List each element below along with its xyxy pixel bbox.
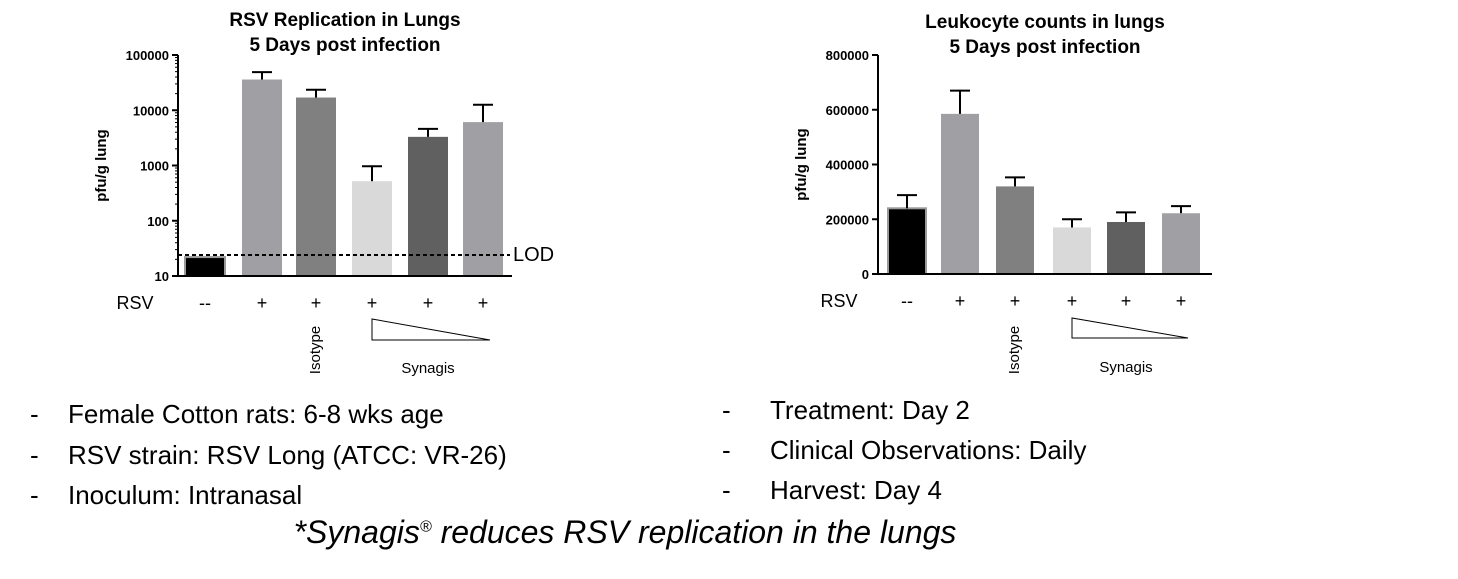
- y-axis-label: pfu/g lung: [93, 129, 110, 201]
- lod-label: LOD: [513, 244, 554, 266]
- y-tick-label: 1000: [140, 159, 169, 174]
- bar: [296, 97, 336, 276]
- bullet-dash: -: [30, 440, 39, 470]
- bullet-text: Treatment: Day 2: [770, 395, 970, 425]
- bullet-text: Clinical Observations: Daily: [770, 435, 1087, 465]
- chart-title-line: RSV Replication in Lungs: [229, 10, 460, 31]
- footnote-text-rest: reduces RSV replication in the lungs: [431, 514, 957, 550]
- rsv-category-label: --: [901, 291, 913, 311]
- rsv-category-label: --: [199, 293, 211, 313]
- dose-wedge-icon: [371, 318, 491, 341]
- rsv-row-label: RSV: [820, 291, 857, 311]
- bullet-dash: -: [722, 475, 731, 505]
- bar: [242, 79, 282, 277]
- bar: [408, 136, 448, 276]
- rsv-category-label: +: [1067, 291, 1078, 311]
- isotype-label: Isotype: [1006, 326, 1023, 374]
- chart-title-line: 5 Days post infection: [249, 35, 440, 56]
- rsv-category-label: +: [1121, 291, 1132, 311]
- synagis-label: Synagis: [401, 360, 454, 377]
- bullet-text: Inoculum: Intranasal: [68, 480, 303, 510]
- bar: [352, 181, 392, 276]
- y-tick-label: 10000: [133, 103, 169, 118]
- rsv-row-label: RSV: [116, 293, 153, 313]
- y-tick-label: 0: [862, 267, 869, 282]
- footnote-text: *Synagis: [293, 514, 420, 550]
- bullet-text: Harvest: Day 4: [770, 475, 942, 505]
- registered-mark: ®: [419, 518, 432, 536]
- y-tick-label: 10: [155, 269, 169, 284]
- dose-wedge-icon: [1071, 317, 1189, 339]
- bar: [887, 207, 927, 275]
- rsv-category-label: +: [478, 293, 489, 313]
- rsv-category-label: +: [1176, 291, 1187, 311]
- y-tick-label: 200000: [826, 212, 869, 227]
- y-tick-label: 600000: [826, 103, 869, 118]
- bar: [184, 256, 226, 277]
- chart-title-line: Leukocyte counts in lungs: [925, 12, 1165, 33]
- y-axis-label: pfu/g lung: [793, 128, 810, 200]
- y-tick-label: 100: [147, 214, 169, 229]
- isotype-label: Isotype: [307, 326, 324, 374]
- bar: [1107, 221, 1145, 274]
- rsv-category-label: +: [257, 293, 268, 313]
- chart-title-line: 5 Days post infection: [949, 37, 1140, 58]
- rsv-category-label: +: [367, 293, 378, 313]
- bar: [996, 186, 1034, 274]
- bullet-dash: -: [722, 435, 731, 465]
- y-tick-label: 400000: [826, 158, 869, 173]
- y-tick-label: 800000: [826, 48, 869, 63]
- bar: [1053, 227, 1091, 274]
- bullet-dash: -: [30, 399, 39, 429]
- bullet-dash: -: [30, 480, 39, 510]
- y-tick-label: 100000: [126, 48, 169, 63]
- rsv-category-label: +: [423, 293, 434, 313]
- bullet-dash: -: [722, 395, 731, 425]
- bar: [463, 122, 503, 276]
- bar: [1162, 213, 1200, 274]
- bullet-text: Female Cotton rats: 6-8 wks age: [68, 399, 444, 429]
- synagis-label: Synagis: [1099, 359, 1152, 376]
- footnote: *Synagis® reduces RSV replication in the…: [0, 514, 1250, 551]
- rsv-category-label: +: [311, 293, 322, 313]
- bar: [941, 113, 979, 274]
- bullet-text: RSV strain: RSV Long (ATCC: VR-26): [68, 440, 507, 470]
- rsv-category-label: +: [1010, 291, 1021, 311]
- rsv-category-label: +: [955, 291, 966, 311]
